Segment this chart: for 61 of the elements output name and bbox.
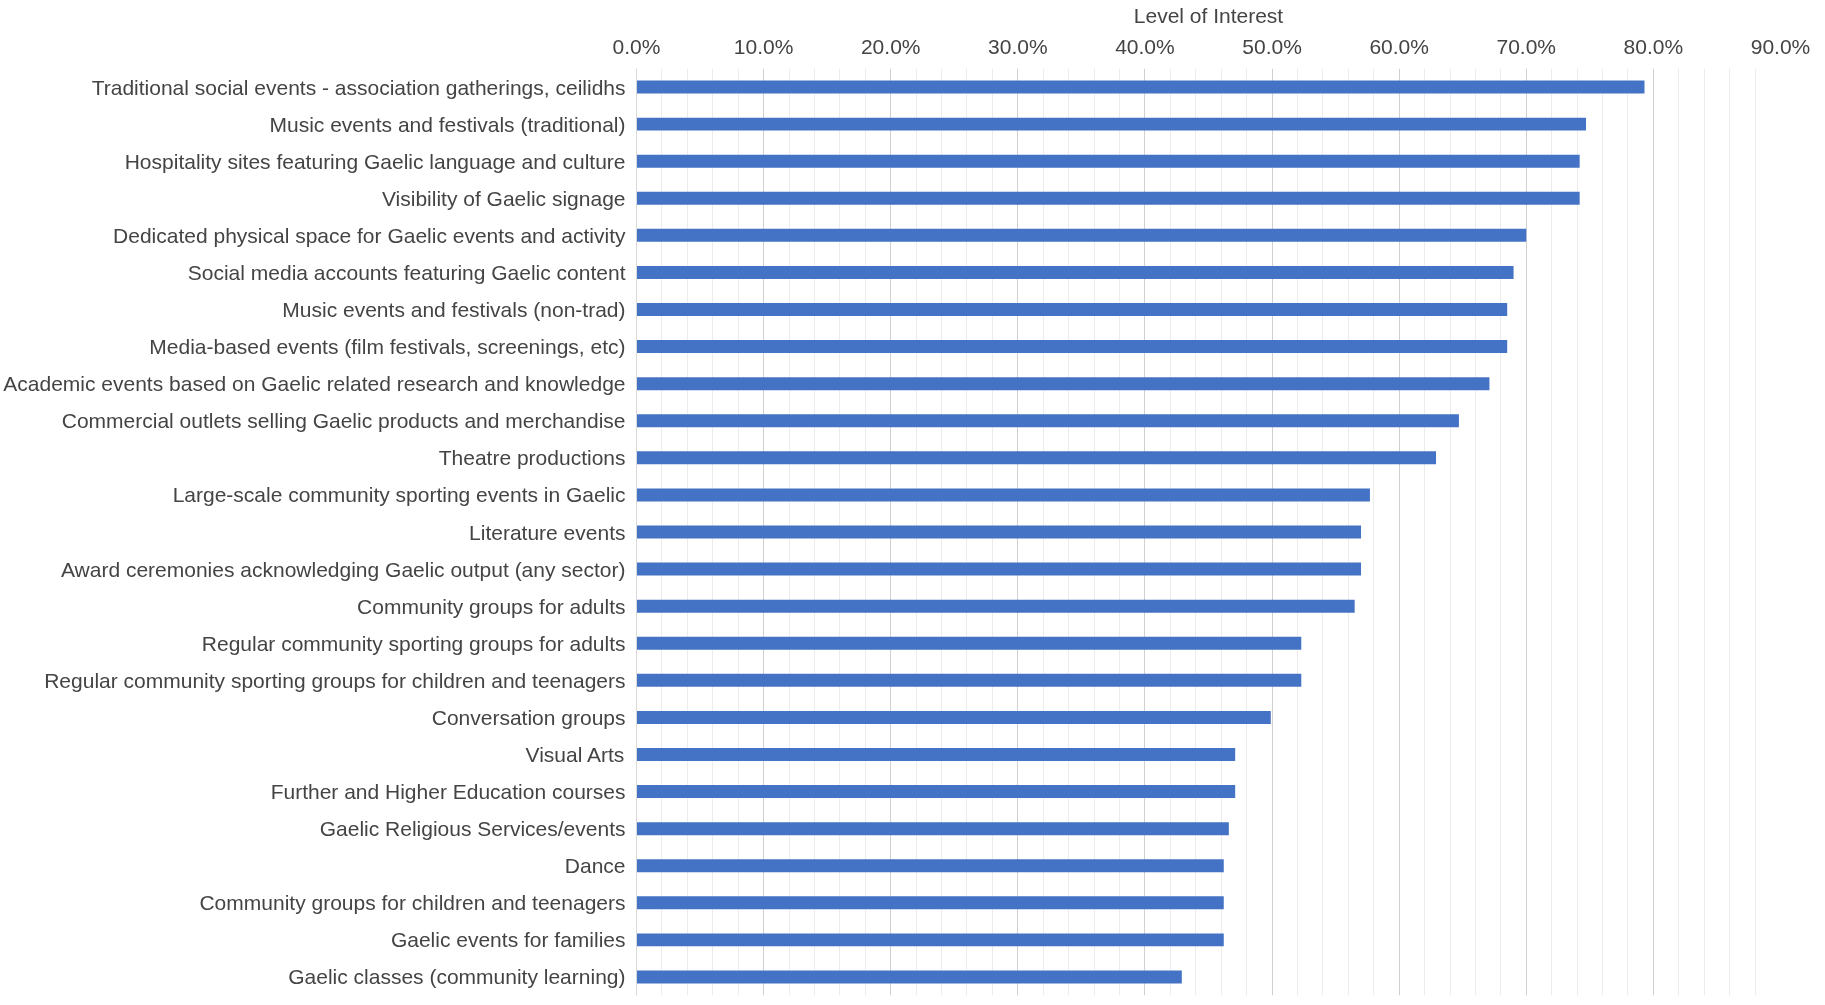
y-tick-label: Further and Higher Education courses bbox=[270, 780, 626, 804]
bar bbox=[636, 859, 1224, 873]
bar bbox=[636, 562, 1362, 576]
y-tick-label: Hospitality sites featuring Gaelic language and culture bbox=[124, 149, 626, 173]
y-tick-label: Media-based events (film festivals, screenings, etc) bbox=[149, 335, 626, 359]
y-tick-label: Dance bbox=[564, 854, 626, 878]
y-tick-label: Social media accounts featuring Gaelic content bbox=[187, 260, 626, 284]
y-tick-label: Gaelic events for families bbox=[390, 928, 626, 952]
bar bbox=[636, 340, 1508, 354]
bar bbox=[636, 303, 1508, 317]
x-tick-label: 40.0% bbox=[1115, 34, 1175, 58]
y-tick-label: Visibility of Gaelic signage bbox=[381, 186, 626, 210]
bar bbox=[636, 747, 1236, 761]
y-tick-label: Gaelic classes (community learning) bbox=[288, 965, 626, 989]
y-tick-label: Literature events bbox=[469, 520, 626, 544]
x-tick-label: 50.0% bbox=[1242, 34, 1302, 58]
bar bbox=[636, 673, 1302, 687]
y-tick-label: Theatre productions bbox=[438, 446, 626, 470]
bar bbox=[636, 525, 1362, 539]
bar bbox=[636, 785, 1236, 799]
bar bbox=[636, 451, 1437, 465]
y-tick-label: Community groups for children and teenagers bbox=[199, 891, 626, 915]
bar bbox=[636, 117, 1587, 131]
x-tick-label: 70.0% bbox=[1496, 34, 1557, 58]
y-tick-label: Conversation groups bbox=[431, 705, 626, 729]
x-tick-label: 0.0% bbox=[612, 34, 661, 58]
y-tick-label: Commercial outlets selling Gaelic products and merchandise bbox=[61, 409, 626, 433]
x-tick-label: 10.0% bbox=[733, 34, 794, 58]
bar bbox=[636, 636, 1302, 650]
bar bbox=[636, 599, 1355, 613]
bar bbox=[636, 191, 1580, 205]
y-tick-label: Large-scale community sporting events in Gaelic bbox=[172, 483, 626, 507]
y-tick-label: Community groups for adults bbox=[357, 594, 626, 618]
y-tick-label: Award ceremonies acknowledging Gaelic output (any sector) bbox=[60, 557, 626, 581]
x-tick-label: 80.0% bbox=[1623, 34, 1684, 58]
y-tick-label: Gaelic Religious Services/events bbox=[319, 817, 626, 841]
y-tick-label: Regular community sporting groups for adults bbox=[201, 631, 626, 655]
y-tick-label: Visual Arts bbox=[525, 742, 625, 766]
bar bbox=[636, 933, 1224, 947]
bar bbox=[636, 710, 1271, 724]
y-tick-label: Regular community sporting groups for children and teenagers bbox=[44, 668, 626, 692]
y-tick-label: Music events and festivals (traditional) bbox=[269, 112, 626, 136]
bar bbox=[636, 488, 1370, 502]
x-tick-label: 90.0% bbox=[1750, 34, 1811, 58]
bar bbox=[636, 414, 1459, 428]
x-tick-label: 20.0% bbox=[860, 34, 921, 58]
bar bbox=[636, 822, 1229, 836]
bar bbox=[636, 80, 1645, 94]
y-tick-label: Academic events based on Gaelic related research and knowledge bbox=[3, 372, 626, 396]
y-tick-label: Traditional social events - association gatherings, ceilidhs bbox=[91, 75, 626, 99]
y-tick-label: Dedicated physical space for Gaelic events and activity bbox=[113, 223, 626, 247]
bar bbox=[636, 896, 1224, 910]
x-axis-title: Level of Interest bbox=[1133, 3, 1284, 27]
bar bbox=[636, 970, 1182, 984]
bar bbox=[636, 377, 1490, 391]
y-tick-label: Music events and festivals (non-trad) bbox=[282, 298, 626, 322]
bar bbox=[636, 228, 1527, 242]
x-tick-label: 30.0% bbox=[988, 34, 1048, 58]
bar bbox=[636, 154, 1580, 168]
x-tick-label: 60.0% bbox=[1369, 34, 1429, 58]
bar bbox=[636, 265, 1514, 279]
